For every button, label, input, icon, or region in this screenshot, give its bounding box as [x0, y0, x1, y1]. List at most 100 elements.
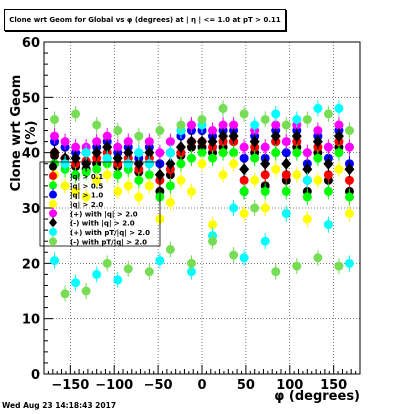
data-point [155, 126, 165, 136]
data-point [281, 209, 291, 219]
data-point [50, 131, 60, 141]
data-point [313, 126, 323, 136]
data-point [60, 159, 70, 169]
data-point [292, 114, 302, 124]
legend-marker [49, 228, 57, 236]
data-point [302, 175, 312, 185]
data-point [281, 120, 291, 130]
data-point [50, 256, 60, 266]
x-tick-label: 100 [276, 378, 303, 393]
data-point [123, 181, 133, 191]
data-points [49, 100, 355, 302]
x-tick-label: −150 [51, 378, 89, 393]
data-point [271, 148, 281, 158]
data-point [249, 135, 260, 148]
data-point [113, 275, 123, 285]
data-point [260, 142, 270, 152]
data-point [239, 163, 250, 176]
data-point [281, 157, 292, 170]
legend-label: |q| > 0.1 [70, 173, 103, 182]
data-point [186, 135, 197, 148]
data-point [81, 148, 91, 158]
data-point [113, 142, 123, 152]
data-point [123, 137, 133, 147]
data-point [260, 114, 270, 124]
data-point [207, 135, 218, 148]
data-point [60, 289, 70, 299]
data-point [281, 148, 291, 158]
y-tick-label: 40 [22, 147, 40, 162]
data-point [144, 159, 154, 169]
data-point [81, 286, 91, 296]
data-point [102, 153, 112, 163]
x-tick-label: −50 [144, 378, 173, 393]
data-point [250, 153, 260, 163]
y-tick-label: 60 [22, 36, 40, 51]
axes [43, 41, 361, 375]
y-tick-label: 20 [22, 257, 40, 272]
data-point [175, 141, 186, 154]
legend-label: (+) with |q| > 2.0 [70, 210, 138, 219]
data-point [218, 148, 228, 158]
y-tick-label: 30 [22, 202, 40, 217]
y-tick-label: 10 [22, 313, 40, 328]
data-point [239, 209, 249, 219]
data-point [334, 103, 344, 113]
data-point [71, 278, 81, 288]
data-point [197, 148, 207, 158]
data-point [81, 192, 91, 202]
data-point [250, 203, 260, 213]
data-point [260, 203, 270, 213]
data-point [176, 175, 186, 185]
data-point [344, 142, 354, 152]
data-point [155, 256, 165, 266]
data-point [302, 214, 312, 224]
data-point [165, 181, 175, 191]
data-point [81, 157, 92, 170]
data-point [144, 137, 154, 147]
data-point [144, 146, 155, 159]
data-point [229, 159, 239, 169]
data-point [229, 250, 239, 260]
data-point [239, 186, 249, 196]
data-point [186, 258, 196, 268]
data-point [292, 148, 302, 158]
data-point [323, 157, 334, 170]
data-point [102, 170, 112, 180]
data-point [144, 181, 154, 191]
data-point [344, 126, 354, 136]
data-point [165, 137, 175, 147]
x-axis-label: φ (degrees) [274, 389, 360, 404]
data-point [165, 148, 175, 158]
data-point [81, 167, 91, 177]
data-point [323, 170, 333, 180]
data-point [334, 120, 344, 130]
data-point [239, 153, 249, 163]
data-point [92, 269, 102, 279]
data-point [186, 186, 196, 196]
data-point [260, 157, 271, 170]
data-point [229, 120, 239, 130]
data-point [134, 192, 144, 202]
timestamp-footer: Wed Aug 23 14:18:43 2017 [2, 401, 117, 410]
data-point [218, 120, 228, 130]
data-point [218, 170, 228, 180]
data-point [197, 159, 207, 169]
data-point [208, 220, 218, 230]
legend-label: |q| > 2.0 [70, 201, 103, 210]
data-point [334, 164, 344, 174]
data-point [229, 148, 239, 158]
legend-marker [49, 200, 57, 208]
data-point [208, 153, 218, 163]
data-point [134, 175, 144, 185]
data-point [271, 267, 281, 277]
data-point [71, 109, 81, 119]
x-tick-label: 50 [237, 378, 255, 393]
data-point [239, 253, 249, 263]
data-point [134, 131, 144, 141]
data-point [228, 130, 239, 143]
data-point [323, 220, 333, 230]
legend-label: (-) with pT/|q| > 2.0 [70, 238, 147, 247]
data-point [123, 146, 134, 159]
chart-title: Clone wrt Geom for Global vs φ (degrees)… [4, 9, 286, 31]
